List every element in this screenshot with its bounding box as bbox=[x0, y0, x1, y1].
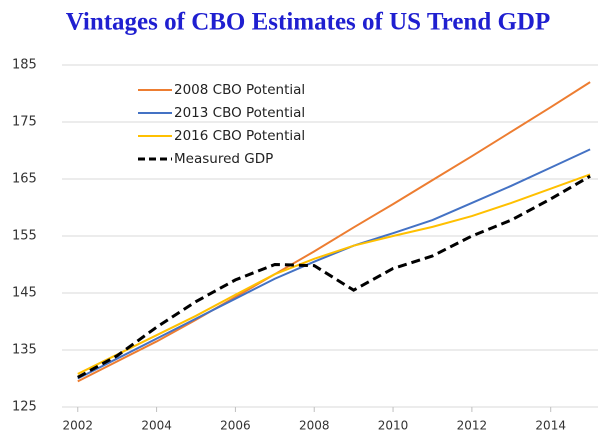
x-tick-label: 2008 bbox=[299, 419, 330, 433]
series-line bbox=[77, 81, 591, 383]
series-line bbox=[77, 174, 591, 379]
x-tick-label: 2004 bbox=[141, 419, 172, 433]
series-line bbox=[77, 148, 591, 380]
legend-label: 2013 CBO Potential bbox=[174, 105, 305, 121]
y-tick-label: 135 bbox=[12, 343, 37, 358]
y-tick-label: 165 bbox=[12, 172, 37, 187]
y-tick-label: 155 bbox=[12, 229, 37, 244]
chart-title: Vintages of CBO Estimates of US Trend GD… bbox=[66, 9, 551, 36]
x-tick-label: 2012 bbox=[457, 419, 488, 433]
y-tick-label: 145 bbox=[12, 286, 37, 301]
x-tick-label: 2010 bbox=[378, 419, 409, 433]
legend-label: 2016 CBO Potential bbox=[174, 128, 305, 144]
y-tick-label: 175 bbox=[12, 115, 37, 130]
legend-label: 2008 CBO Potential bbox=[174, 82, 305, 98]
x-tick-label: 2014 bbox=[535, 419, 566, 433]
y-tick-label: 185 bbox=[12, 58, 37, 73]
x-tick-label: 2006 bbox=[220, 419, 251, 433]
y-tick-label: 125 bbox=[12, 400, 37, 415]
x-tick-label: 2002 bbox=[62, 419, 93, 433]
legend-label: Measured GDP bbox=[174, 151, 273, 167]
series-line bbox=[77, 173, 591, 375]
